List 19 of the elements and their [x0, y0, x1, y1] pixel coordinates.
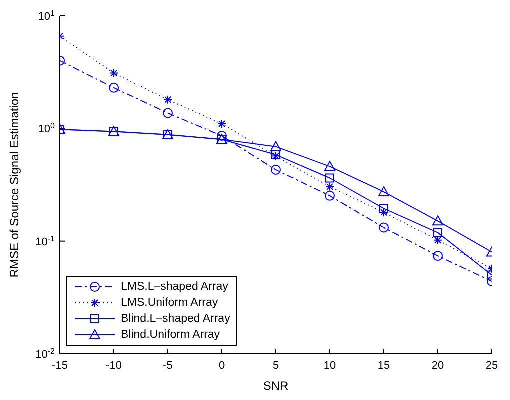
x-tick-label: -15 — [52, 360, 68, 372]
x-tick-label: 15 — [378, 360, 390, 372]
y-tick-label: 10$^{1}$ — [38, 8, 56, 23]
y-tick-label: 10$^{0}$ — [38, 121, 56, 136]
y-tick-label: 10$^{-1}$ — [36, 234, 56, 248]
x-tick-label: -10 — [106, 360, 122, 372]
y-tick-label: 10$^{-2}$ — [36, 346, 56, 361]
legend-label: LMS.L–shaped Array — [121, 281, 228, 293]
x-tick-label: 5 — [272, 360, 280, 372]
legend-label: Blind.L–shaped Array — [121, 313, 230, 325]
x-tick-label: 0 — [218, 360, 226, 372]
legend-label: Blind.Uniform Array — [121, 329, 220, 341]
x-tick-label: 20 — [432, 360, 444, 372]
y-axis-title: RMSE of Source Signal Estimation — [7, 92, 22, 278]
x-axis-title: SNR — [263, 379, 289, 393]
x-tick-label: 10 — [324, 360, 336, 372]
x-tick-label: -5 — [163, 360, 173, 372]
legend-label: LMS.Uniform Array — [121, 297, 218, 309]
x-tick-label: 25 — [486, 360, 498, 372]
